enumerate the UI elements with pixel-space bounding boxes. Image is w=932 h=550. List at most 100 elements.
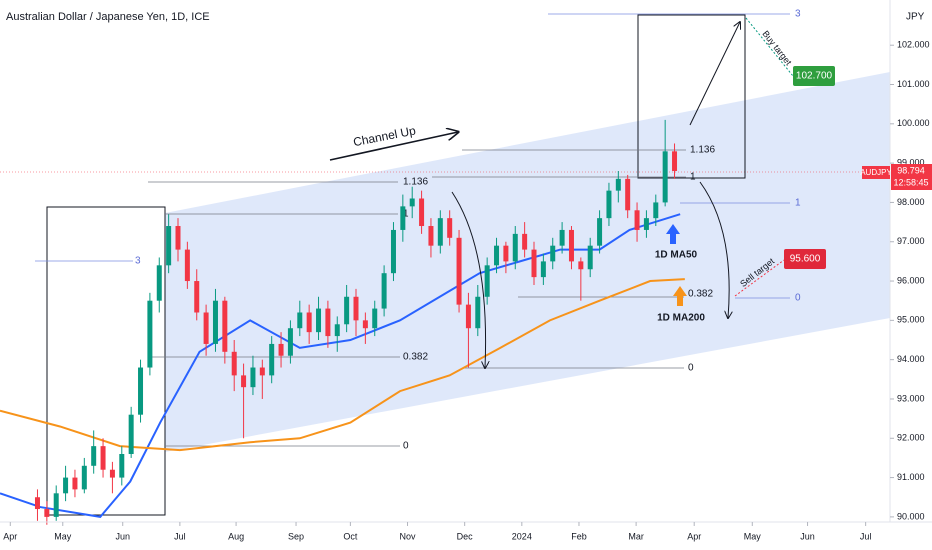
fib-label: 1 [403, 209, 409, 220]
candle-body [456, 237, 462, 305]
fib-label: 0 [795, 293, 801, 304]
fib-label: 3 [795, 9, 801, 20]
x-tick-label: Nov [400, 531, 417, 541]
candle-body [212, 300, 218, 344]
y-tick-label: 90.000 [897, 511, 925, 521]
fib-drawings: 3 1.136 1 0.382 0 1.136 1 0.382 0 3 1 0 [35, 9, 801, 516]
x-tick-label: Jun [115, 531, 130, 541]
chart-title: Australian Dollar / Japanese Yen, 1D, IC… [6, 11, 210, 23]
candle-body [653, 202, 659, 219]
candle-body [128, 414, 134, 454]
x-tick-label: Dec [457, 531, 474, 541]
x-tick-label: Apr [3, 531, 17, 541]
y-tick-label: 95.000 [897, 315, 925, 325]
candle-body [390, 229, 396, 274]
x-tick-label: Feb [571, 531, 587, 541]
x-tick-label: Jul [860, 531, 872, 541]
candle-body [606, 190, 612, 219]
candle-body [334, 324, 340, 337]
candle-body [447, 218, 453, 238]
candle-body [63, 477, 69, 494]
candle-body [522, 233, 528, 250]
candle-body [494, 245, 500, 266]
candle-body [437, 218, 443, 246]
countdown: 12:58:45 [893, 177, 928, 187]
candle-body [428, 226, 434, 246]
y-tick-label: 91.000 [897, 472, 925, 482]
candle-body [269, 343, 275, 376]
candle-body [634, 210, 640, 230]
candle-body [362, 320, 368, 329]
x-tick-label: 2024 [512, 531, 532, 541]
candle-body [419, 198, 425, 227]
candle-body [297, 312, 303, 329]
sell-price: 95.600 [790, 254, 821, 265]
candle-body [540, 261, 546, 278]
candle-body [587, 245, 593, 270]
price-tag [891, 164, 932, 190]
box [46, 206, 166, 516]
last-price: 98.794 [897, 165, 925, 175]
fib-label: 0 [688, 363, 694, 374]
y-tick-label: 102.000 [897, 40, 930, 50]
x-tick-label: Oct [343, 531, 358, 541]
candle-body [306, 312, 312, 333]
candle-body [44, 509, 50, 517]
y-tick-label: 94.000 [897, 354, 925, 364]
arrow [699, 181, 729, 318]
candle-body [465, 304, 471, 329]
candle-body [484, 265, 490, 297]
candle-body [625, 178, 631, 211]
candle-body [287, 328, 293, 356]
candle-body [72, 477, 78, 490]
symbol: AUDJPY [860, 168, 892, 177]
fib-label: 3 [135, 256, 141, 267]
candle-body [512, 233, 518, 262]
y-tick-label: 92.000 [897, 433, 925, 443]
candle-body [222, 300, 228, 352]
candle-body [597, 218, 603, 246]
fib-label: 1 [795, 198, 801, 209]
y-tick-label: 99.000 [897, 158, 925, 168]
candle-body [184, 249, 190, 282]
x-tick-label: May [744, 531, 762, 541]
fib-label: 1.136 [403, 177, 428, 188]
candle-body [138, 367, 144, 415]
candle-body [475, 296, 481, 329]
candle-body [231, 351, 237, 376]
candle-body [147, 300, 153, 368]
candle-body [203, 312, 209, 344]
candle-body [400, 206, 406, 230]
candle-body [34, 497, 40, 510]
candle-body [81, 465, 87, 490]
y-tick-label: 101.000 [897, 79, 930, 89]
candle-body [409, 198, 415, 207]
sell-tag [784, 249, 826, 269]
fib-label: 1.136 [690, 145, 715, 156]
candle-body [316, 308, 322, 333]
axes: 90.000 91.000 92.000 93.000 94.000 95.000 96.0… [3, 40, 929, 542]
candle-body [156, 265, 162, 301]
candle-body [53, 493, 59, 517]
candle-body [353, 296, 359, 321]
currency: JPY [906, 12, 925, 23]
x-tick-label: Mar [628, 531, 644, 541]
x-tick-label: Jun [800, 531, 815, 541]
ma50-arrow [666, 224, 680, 244]
candle-body [672, 151, 678, 171]
buy-price: 102.700 [796, 71, 833, 82]
candle-body [372, 308, 378, 329]
candle-body [578, 261, 584, 270]
candle-body [568, 229, 574, 262]
arrow [451, 191, 486, 368]
y-tick-label: 93.000 [897, 393, 925, 403]
x-tick-label: Sep [288, 531, 304, 541]
candle-body [381, 273, 387, 309]
arrow [689, 22, 740, 126]
fib-label: 1 [690, 172, 696, 183]
candle-body [250, 367, 256, 388]
candle-body [615, 178, 621, 191]
fib-label: 0 [403, 441, 409, 452]
candle-body [559, 229, 565, 246]
